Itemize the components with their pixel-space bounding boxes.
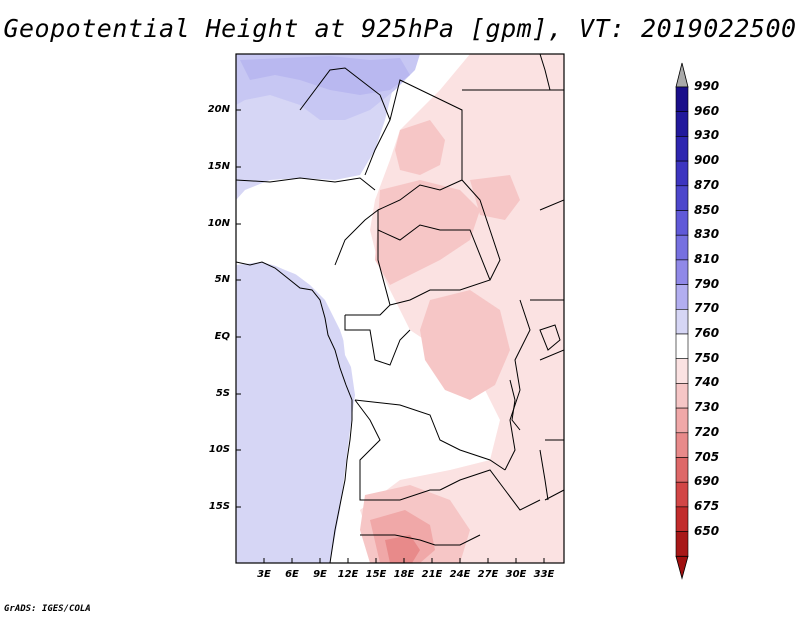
lon-label-27e: 27E [477,569,499,580]
colorbar-label: 690 [694,474,720,489]
country-borders [236,54,564,563]
lake-tanganyika [509,379,521,431]
colorbar-swatch [675,111,689,137]
colorbar-label: 990 [694,79,720,93]
colorbar-label: 705 [694,449,720,464]
lon-label-18e: 18E [393,569,415,580]
colorbar-label: 900 [694,153,720,168]
colorbar-label: 730 [694,400,720,415]
lake-malawi [539,449,549,501]
colorbar-label: 675 [694,498,720,513]
colorbar-swatch [675,457,689,483]
lake-victoria [539,324,561,351]
coastline-red-sea [539,54,551,91]
border-car [377,224,491,306]
lon-label-15e: 15E [365,569,387,580]
lat-label-10n: 10N [207,218,230,229]
region-congo-pink [420,290,510,400]
region-gulf-blue [236,262,355,563]
region-chad-pink [395,120,445,175]
colorbar-label: 790 [694,276,720,291]
region-cameroon-white [250,180,360,280]
colorbar-label: 830 [694,227,720,242]
border-zambia [439,469,541,511]
colorbar-swatch [675,358,689,384]
lat-label-eq: EQ [214,331,230,342]
lat-label-15n: 15N [207,161,230,172]
colorbar-swatch [675,210,689,236]
colorbar-swatch [675,234,689,261]
colorbar-swatch [675,506,689,532]
colorbar [675,62,689,580]
region-gabon-white [340,310,410,395]
region-kalahari-red [385,535,420,563]
grads-credit: GrADS: IGES/COLA [4,604,91,614]
border-drc-east [504,299,531,471]
border-namibia [360,534,481,546]
lon-label-12e: 12E [337,569,359,580]
border-sahel [236,177,376,191]
map-frame [235,53,565,564]
lat-label-20n: 20N [207,104,230,115]
colorbar-label: 870 [694,177,720,192]
lat-label-5n: 5N [214,274,230,285]
colorbar-over-arrow [675,62,689,88]
lon-label-9e: 9E [313,569,327,580]
lat-label-5s: 5S [215,388,230,399]
border-niger [299,67,391,176]
border-cameroon [334,208,391,316]
colorbar-under-arrow [675,555,689,580]
map-title: Geopotential Height at 925hPa [gpm], VT:… [3,14,797,43]
lon-label-6e: 6E [285,569,299,580]
lat-label-15s: 15S [208,501,230,512]
colorbar-label: 720 [694,424,720,439]
colorbar-swatch [675,383,689,409]
colorbar-label: 930 [694,128,720,143]
colorbar-swatch [675,531,689,557]
colorbar-swatch [675,407,689,434]
border-congo [344,315,411,366]
colorbar-label: 760 [694,326,720,340]
border-east [530,199,564,501]
coastline-west-africa [236,261,353,563]
colorbar-label: 650 [694,523,720,538]
colorbar-label: 770 [694,301,720,316]
colorbar-swatch [675,284,689,310]
colorbar-swatch [675,185,689,211]
border-sudan-west [461,179,501,281]
lon-label-24e: 24E [449,569,471,580]
colorbar-swatch [675,86,689,113]
colorbar-label: 740 [694,375,720,390]
border-angola [354,399,440,501]
colorbar-swatch [675,160,689,187]
lon-ticks [263,558,545,563]
border-drc-south [354,399,506,471]
colorbar-swatch [675,136,689,162]
region-central-pink [375,180,480,285]
border-chad [377,79,463,211]
lon-label-30e: 30E [505,569,527,580]
lon-label-3e: 3E [257,569,271,580]
lon-label-33e: 33E [533,569,555,580]
colorbar-swatch [675,259,689,285]
colorbar-swatch [675,333,689,360]
lon-label-21e: 21E [421,569,443,580]
colorbar-swatch [675,308,689,335]
colorbar-swatch [675,481,689,508]
colorbar-label: 960 [694,103,720,118]
lat-label-10s: 10S [208,444,230,455]
colorbar-swatch [675,432,689,458]
lat-ticks [236,109,241,508]
colorbar-label: 850 [694,202,720,217]
colorbar-label: 810 [694,251,720,266]
colorbar-label: 750 [694,350,720,365]
height-field [236,54,564,563]
